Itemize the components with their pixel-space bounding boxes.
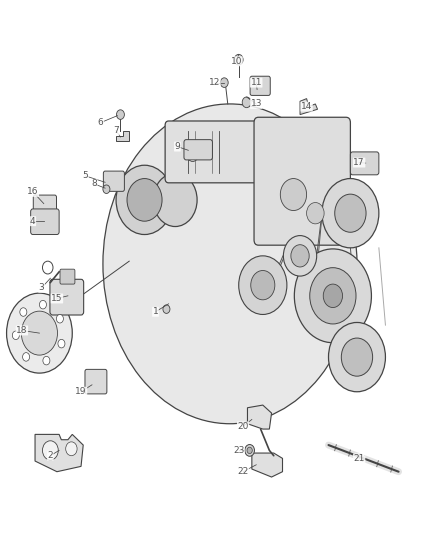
Circle shape bbox=[187, 148, 198, 161]
Circle shape bbox=[239, 256, 287, 314]
Circle shape bbox=[57, 314, 64, 323]
Circle shape bbox=[39, 301, 46, 309]
Circle shape bbox=[247, 447, 252, 454]
Circle shape bbox=[341, 338, 373, 376]
FancyBboxPatch shape bbox=[250, 76, 270, 95]
Text: 1: 1 bbox=[152, 308, 159, 316]
Text: 22: 22 bbox=[237, 467, 249, 476]
FancyBboxPatch shape bbox=[60, 269, 75, 284]
Text: 18: 18 bbox=[16, 326, 28, 335]
Circle shape bbox=[234, 54, 243, 65]
Circle shape bbox=[153, 173, 197, 227]
Text: 12: 12 bbox=[209, 78, 220, 87]
Circle shape bbox=[66, 442, 77, 456]
Polygon shape bbox=[247, 405, 272, 429]
Circle shape bbox=[242, 97, 251, 108]
Circle shape bbox=[294, 249, 371, 343]
Circle shape bbox=[127, 179, 162, 221]
Ellipse shape bbox=[103, 104, 357, 424]
Circle shape bbox=[103, 185, 110, 193]
Circle shape bbox=[335, 194, 366, 232]
Text: 8: 8 bbox=[91, 180, 97, 188]
Circle shape bbox=[245, 445, 254, 456]
Text: 9: 9 bbox=[174, 142, 180, 151]
Text: 15: 15 bbox=[51, 294, 63, 303]
FancyBboxPatch shape bbox=[254, 117, 350, 245]
FancyBboxPatch shape bbox=[33, 195, 57, 215]
Circle shape bbox=[328, 322, 385, 392]
FancyBboxPatch shape bbox=[165, 121, 260, 183]
Polygon shape bbox=[116, 131, 129, 141]
Circle shape bbox=[322, 179, 379, 248]
Text: 16: 16 bbox=[27, 188, 39, 196]
Text: 11: 11 bbox=[251, 78, 262, 87]
Circle shape bbox=[117, 110, 124, 119]
FancyBboxPatch shape bbox=[103, 171, 124, 191]
FancyBboxPatch shape bbox=[50, 279, 84, 315]
Text: 4: 4 bbox=[30, 217, 35, 225]
Circle shape bbox=[43, 357, 50, 365]
Text: 17: 17 bbox=[353, 158, 365, 167]
Circle shape bbox=[307, 203, 324, 224]
Text: 14: 14 bbox=[301, 102, 312, 111]
FancyBboxPatch shape bbox=[184, 140, 212, 160]
Text: 5: 5 bbox=[82, 172, 88, 180]
Circle shape bbox=[251, 271, 275, 300]
Circle shape bbox=[58, 340, 65, 348]
Text: 2: 2 bbox=[48, 451, 53, 460]
Circle shape bbox=[323, 284, 343, 308]
Text: 6: 6 bbox=[98, 118, 104, 127]
Text: 23: 23 bbox=[233, 446, 244, 455]
FancyBboxPatch shape bbox=[85, 369, 107, 394]
Polygon shape bbox=[35, 434, 83, 472]
Text: 7: 7 bbox=[113, 126, 119, 135]
Circle shape bbox=[310, 268, 356, 324]
Circle shape bbox=[20, 308, 27, 316]
Text: 13: 13 bbox=[251, 100, 262, 108]
Text: 19: 19 bbox=[75, 387, 87, 396]
Circle shape bbox=[21, 311, 57, 355]
Circle shape bbox=[291, 245, 309, 267]
Text: 21: 21 bbox=[353, 454, 365, 463]
FancyBboxPatch shape bbox=[350, 152, 379, 175]
Circle shape bbox=[163, 305, 170, 313]
Text: 3: 3 bbox=[39, 284, 45, 292]
Circle shape bbox=[283, 236, 317, 276]
Circle shape bbox=[116, 165, 173, 235]
Polygon shape bbox=[252, 453, 283, 477]
Text: 10: 10 bbox=[231, 57, 242, 66]
Circle shape bbox=[23, 353, 30, 361]
Circle shape bbox=[7, 293, 72, 373]
Circle shape bbox=[220, 78, 228, 87]
Circle shape bbox=[42, 441, 58, 460]
FancyBboxPatch shape bbox=[31, 209, 59, 235]
Circle shape bbox=[280, 179, 307, 211]
Circle shape bbox=[12, 331, 19, 340]
Polygon shape bbox=[300, 99, 318, 115]
Text: 20: 20 bbox=[237, 422, 249, 431]
